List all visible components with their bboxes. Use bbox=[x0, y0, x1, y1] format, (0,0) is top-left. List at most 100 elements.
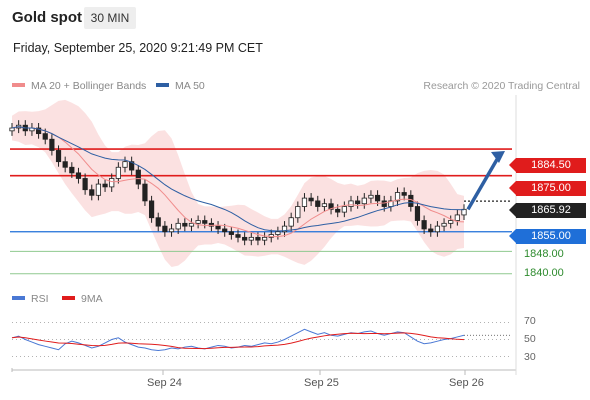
ma9-swatch-icon bbox=[62, 296, 75, 301]
rsi-ma9-line bbox=[11, 332, 465, 350]
level-label-s3: 1840.00 bbox=[524, 267, 564, 279]
candle-body bbox=[215, 225, 221, 230]
candle-body bbox=[281, 225, 288, 233]
candle-body bbox=[381, 200, 387, 207]
legend-9ma-label: 9MA bbox=[81, 293, 103, 305]
level-tag-s1: 1855.00 bbox=[509, 229, 586, 244]
projection-arrow-shaft bbox=[466, 155, 501, 211]
candle-body bbox=[448, 220, 454, 224]
rsi-tick-50: 50 bbox=[524, 333, 536, 345]
candle-body bbox=[82, 178, 88, 191]
candle-body bbox=[355, 200, 361, 205]
rsi-swatch-icon bbox=[12, 296, 25, 301]
candle-body bbox=[434, 225, 441, 233]
candle-body bbox=[208, 222, 215, 227]
x-label-sep24: Sep 24 bbox=[147, 377, 182, 389]
candle-body bbox=[348, 200, 354, 207]
timestamp: Friday, September 25, 2020 9:21:49 PM CE… bbox=[13, 41, 263, 55]
candle-body bbox=[341, 206, 347, 213]
bollinger-band-area bbox=[12, 99, 464, 267]
candle-body bbox=[49, 138, 55, 151]
candle-body bbox=[148, 200, 155, 219]
candle-body bbox=[188, 222, 195, 227]
legend-ma-bb-label: MA 20 + Bollinger Bands bbox=[31, 80, 147, 92]
header-bar: Gold spot 30 MIN bbox=[0, 0, 590, 34]
credit-text: Research © 2020 Trading Central bbox=[423, 80, 580, 92]
rsi-tick-70: 70 bbox=[524, 315, 536, 327]
candle-body bbox=[441, 222, 447, 227]
candle-body bbox=[308, 197, 314, 202]
rsi-tick-30: 30 bbox=[524, 351, 536, 363]
candle-body bbox=[135, 169, 141, 185]
legend-ma50-label: MA 50 bbox=[175, 80, 205, 92]
candle-body bbox=[35, 127, 42, 135]
level-label-s2: 1848.00 bbox=[524, 248, 564, 260]
candle-body bbox=[55, 150, 62, 163]
candle-body bbox=[408, 194, 414, 207]
candle-body bbox=[102, 183, 108, 188]
candle-body bbox=[261, 236, 268, 241]
candle-body bbox=[275, 231, 281, 235]
instrument-title: Gold spot bbox=[12, 9, 82, 26]
candle-body bbox=[89, 189, 95, 196]
legend-9ma: 9MA bbox=[62, 293, 103, 305]
candle-body bbox=[228, 231, 234, 235]
legend-ma-bb: MA 20 + Bollinger Bands bbox=[12, 80, 146, 92]
candle-body bbox=[168, 228, 175, 233]
level-tag-r2: 1884.50 bbox=[509, 158, 586, 173]
candle-body bbox=[195, 220, 201, 224]
candle-body bbox=[315, 200, 321, 207]
candle-body bbox=[421, 220, 427, 230]
candle-body bbox=[361, 197, 367, 205]
x-label-sep26: Sep 26 bbox=[449, 377, 484, 389]
legend-rsi: RSI bbox=[12, 293, 49, 305]
level-tag-r1: 1875.00 bbox=[509, 181, 586, 196]
candle-body bbox=[122, 161, 128, 168]
candle-body bbox=[428, 228, 434, 233]
candle-body bbox=[394, 192, 401, 202]
candle-body bbox=[328, 203, 334, 210]
last-price-tag: 1865.92 bbox=[509, 203, 586, 218]
candle-body bbox=[335, 208, 341, 213]
legend-rsi-label: RSI bbox=[31, 293, 49, 305]
legend-ma50: MA 50 bbox=[156, 80, 205, 92]
candle-body bbox=[9, 127, 15, 132]
candle-body bbox=[115, 166, 121, 179]
candle-body bbox=[95, 183, 102, 196]
candle-body bbox=[242, 236, 248, 241]
candle-body bbox=[142, 183, 148, 202]
candle-body bbox=[255, 236, 261, 241]
candle-body bbox=[321, 203, 328, 207]
candle-body bbox=[42, 133, 48, 140]
ma50-line bbox=[11, 126, 465, 232]
candle-body bbox=[374, 194, 381, 202]
candle-body bbox=[222, 228, 228, 233]
bollinger-band bbox=[12, 99, 464, 267]
candle-body bbox=[414, 206, 421, 221]
candle-body bbox=[248, 236, 254, 241]
ma-bb-swatch-icon bbox=[12, 83, 25, 88]
projection-arrow-head bbox=[491, 151, 505, 164]
rsi-panel bbox=[11, 322, 512, 357]
candle-body bbox=[301, 197, 308, 207]
candle-body bbox=[202, 220, 208, 224]
candle-body bbox=[69, 166, 75, 174]
candle-body bbox=[162, 225, 168, 233]
ma50-swatch-icon bbox=[156, 83, 169, 88]
ma20-line bbox=[11, 126, 465, 238]
candle-body bbox=[288, 217, 294, 227]
moving-averages bbox=[11, 126, 505, 238]
candle-body bbox=[175, 222, 181, 230]
candle-body bbox=[454, 214, 460, 221]
timeframe-button[interactable]: 30 MIN bbox=[84, 7, 136, 29]
candle-body bbox=[295, 206, 301, 219]
candle-body bbox=[75, 172, 82, 179]
candle-body bbox=[155, 217, 161, 227]
candle-body bbox=[129, 161, 135, 171]
candle-body bbox=[62, 161, 68, 168]
x-label-sep25: Sep 25 bbox=[304, 377, 339, 389]
candle-body bbox=[401, 192, 407, 196]
candle-body bbox=[368, 194, 374, 199]
candle-body bbox=[235, 234, 241, 238]
